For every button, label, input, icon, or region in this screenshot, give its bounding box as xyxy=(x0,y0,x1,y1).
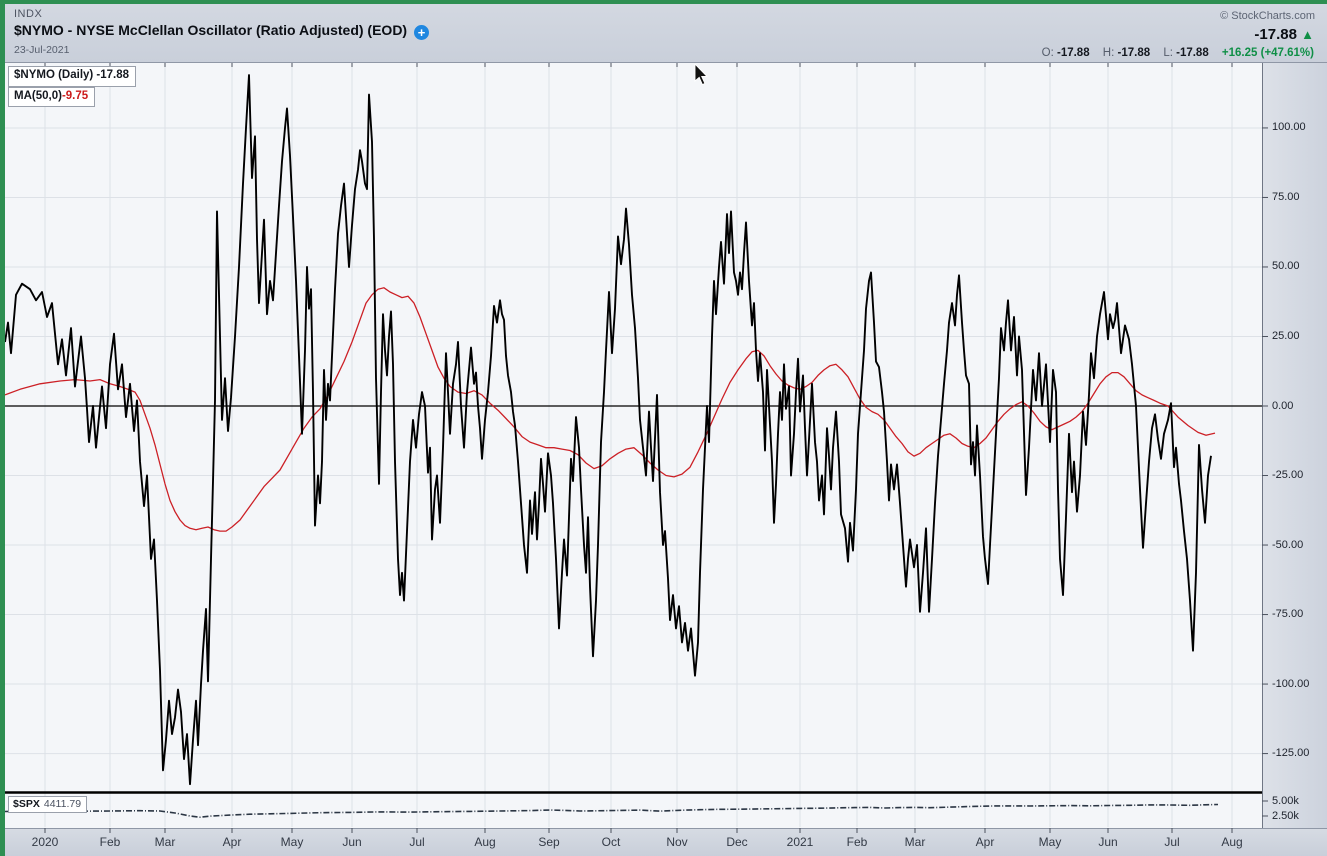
page-title: $NYMO - NYSE McClellan Oscillator (Ratio… xyxy=(14,22,430,40)
spx-line xyxy=(4,803,1219,819)
y-axis-label: -50.00 xyxy=(1272,538,1304,551)
y-axis-label: -75.00 xyxy=(1272,608,1304,621)
x-axis-label: Mar xyxy=(904,835,926,849)
x-axis-label: Sep xyxy=(538,835,560,849)
spx-overlay-label: $SPX 4411.79 xyxy=(8,796,88,813)
legend-ma: MA(50,0) -9.75 xyxy=(8,86,96,107)
last-quote: -17.88 ▲ xyxy=(1254,26,1314,43)
legend: $NYMO (Daily) -17.88 MA(50,0) -9.75 xyxy=(8,66,137,107)
mouse-cursor xyxy=(694,64,709,86)
chart-header: INDX $NYMO - NYSE McClellan Oscillator (… xyxy=(5,4,1327,63)
chart-title-text: $NYMO - NYSE McClellan Oscillator (Ratio… xyxy=(14,22,408,38)
x-axis-label: Jul xyxy=(1164,835,1180,849)
y-axis-label: 0.00 xyxy=(1272,399,1294,412)
high-label: H: xyxy=(1102,47,1115,59)
x-axis-label: Dec xyxy=(726,835,748,849)
y-axis-label: 5.00k xyxy=(1272,794,1299,807)
ma50-line xyxy=(4,287,1216,532)
x-axis-label: Apr xyxy=(222,835,242,849)
open-label: O: xyxy=(1041,47,1054,59)
legend-ma-value: -9.75 xyxy=(61,89,89,102)
high-value: -17.88 xyxy=(1117,47,1151,59)
low-label: L: xyxy=(1163,47,1173,59)
x-axis-label: Feb xyxy=(846,835,868,849)
up-triangle-icon: ▲ xyxy=(1301,27,1314,42)
y-axis-label: 100.00 xyxy=(1272,121,1306,134)
x-axis-label: May xyxy=(280,835,304,849)
x-axis-label: Nov xyxy=(666,835,688,849)
x-axis-label: Feb xyxy=(99,835,121,849)
y-axis-label: -125.00 xyxy=(1272,747,1310,760)
y-axis-label: 50.00 xyxy=(1272,260,1300,273)
legend-ma-name: MA(50,0) xyxy=(14,89,62,102)
copyright-label: © StockCharts.com xyxy=(1220,10,1315,22)
x-axis-label: Apr xyxy=(975,835,995,849)
last-value: -17.88 xyxy=(1254,26,1297,43)
ohl-readout: O: -17.88 H: -17.88 L: -17.88 +16.25 (+4… xyxy=(1042,47,1314,59)
spx-value: 4411.79 xyxy=(43,798,82,810)
legend-nymo: $NYMO (Daily) -17.88 xyxy=(8,66,137,87)
open-value: -17.88 xyxy=(1056,47,1090,59)
change-value: +16.25 (+47.61%) xyxy=(1221,47,1314,59)
y-axis-label: 75.00 xyxy=(1272,190,1300,203)
x-axis-label: Jul xyxy=(409,835,425,849)
left-accent-bar xyxy=(0,0,5,856)
x-axis: 2020 Feb Mar Apr May Jun Jul Aug Sep Oct Nov Dec 202… xyxy=(5,828,1327,856)
y-axis-label: 25.00 xyxy=(1272,329,1300,342)
x-axis-label: 2020 xyxy=(31,835,59,849)
y-axis: 100.00 75.00 50.00 25.00 0.00 -25.00 -50.00 -75… xyxy=(1262,62,1327,828)
x-axis-label: Jun xyxy=(342,835,362,849)
y-axis-label: 2.50k xyxy=(1272,809,1299,822)
x-axis-label: Jun xyxy=(1098,835,1118,849)
spx-symbol: $SPX xyxy=(13,798,40,810)
nymo-line xyxy=(4,74,1212,786)
x-axis-label: 2021 xyxy=(786,835,814,849)
low-value: -17.88 xyxy=(1176,47,1209,59)
chart-date: 23-Jul-2021 xyxy=(14,44,70,56)
add-chart-icon[interactable]: + xyxy=(414,25,430,40)
x-axis-label: Aug xyxy=(474,835,496,849)
x-axis-label: Oct xyxy=(601,835,621,849)
x-axis-label: Mar xyxy=(154,835,176,849)
top-accent-bar xyxy=(0,0,1327,4)
y-axis-label: -25.00 xyxy=(1272,469,1304,481)
exchange-label: INDX xyxy=(14,8,43,20)
y-axis-label: -100.00 xyxy=(1272,677,1310,690)
x-axis-label: Aug xyxy=(1221,835,1243,849)
x-axis-label: May xyxy=(1038,835,1062,849)
